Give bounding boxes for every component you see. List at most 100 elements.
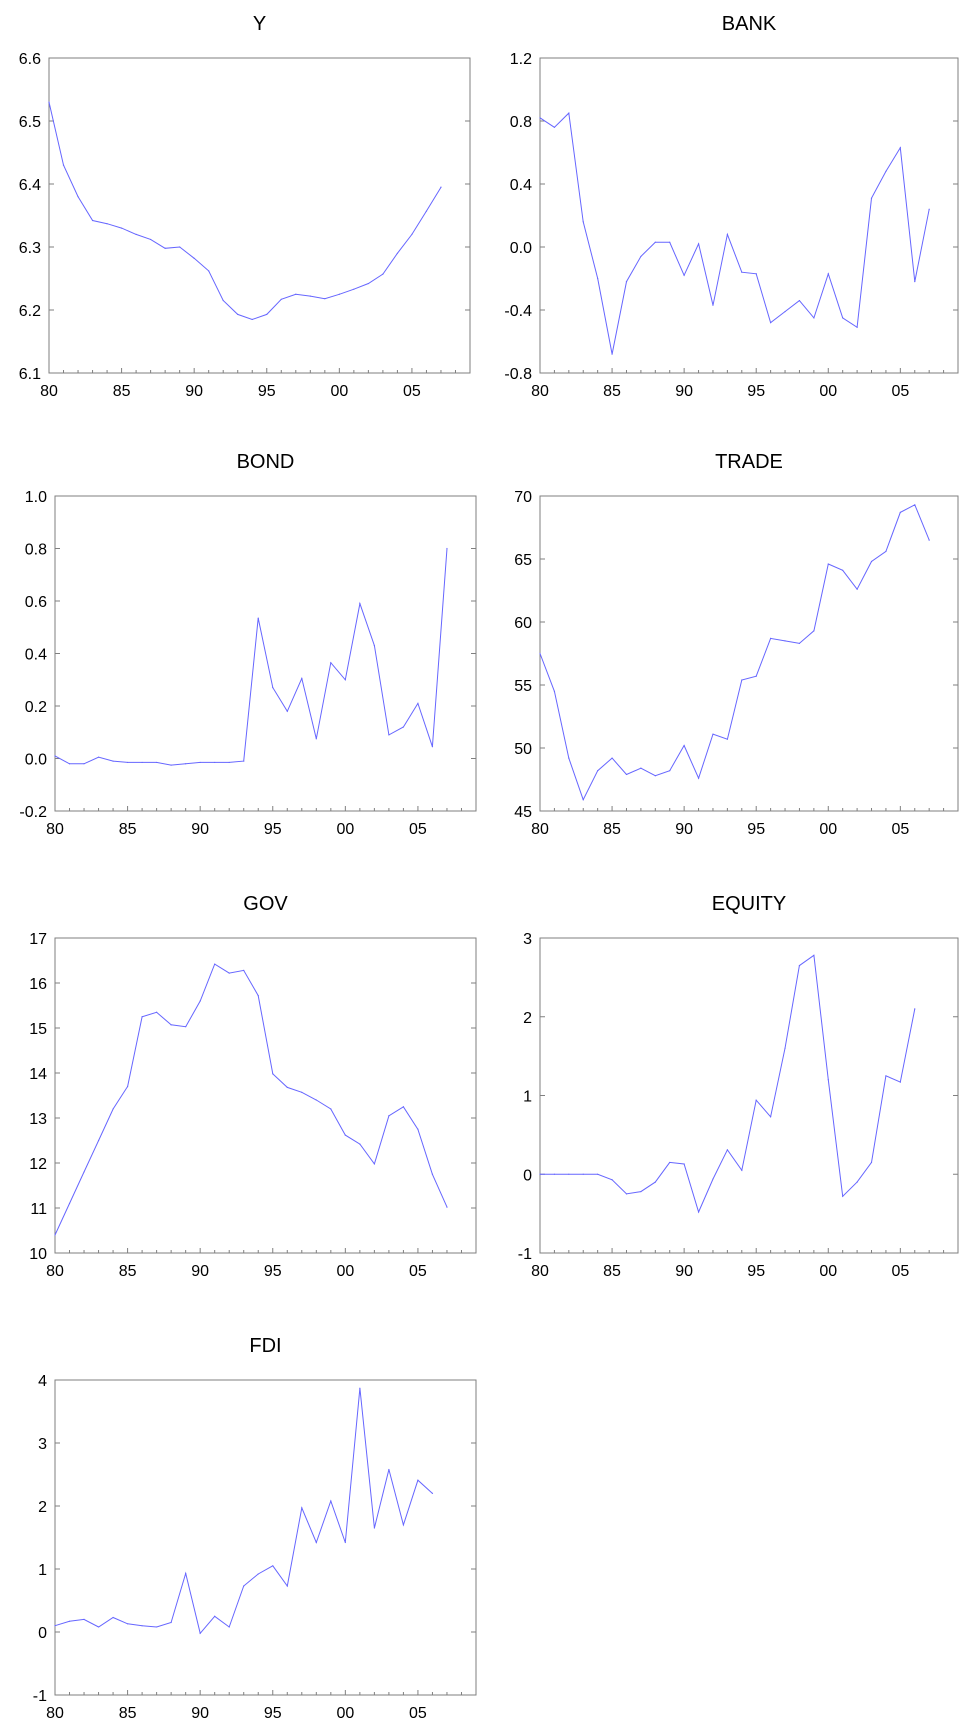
data-point — [112, 760, 114, 762]
plot-frame — [48, 57, 471, 374]
chart-panel-bond: BOND -0.2 0.0 0.2 0.4 0.6 0.8 1.0 80 85 90 95 00 05 — [19, 451, 477, 838]
data-point — [367, 282, 369, 285]
data-point — [417, 702, 419, 704]
x-tick-label: 80 — [46, 1705, 64, 1722]
series-line-equity — [540, 954, 916, 1214]
y-tick-label: 1 — [38, 1562, 47, 1579]
data-point — [411, 233, 413, 235]
x-tick-label: 95 — [264, 821, 282, 838]
data-point — [856, 326, 858, 328]
data-point — [611, 353, 613, 355]
y-tick-label: 6.3 — [19, 240, 41, 257]
data-point — [126, 1623, 129, 1625]
data-point — [135, 233, 137, 235]
data-point — [222, 299, 224, 302]
y-tick-label: 60 — [514, 615, 532, 632]
x-tick-label: 90 — [675, 821, 693, 838]
data-point — [741, 679, 743, 681]
y-tick-label: 50 — [514, 741, 532, 758]
chart-panel-gov: GOV 10 11 12 13 14 15 16 17 80 85 90 95 00 05 — [29, 893, 477, 1280]
series-line-gov — [54, 963, 448, 1236]
data-point — [582, 221, 584, 223]
y-tick-label: 14 — [29, 1066, 47, 1083]
data-point — [301, 677, 303, 680]
x-tick-label: 95 — [747, 821, 765, 838]
chart-panel-fdi: FDI -1 0 1 2 3 4 80 85 90 95 00 05 — [33, 1335, 477, 1722]
data-point — [914, 504, 916, 506]
data-point — [164, 247, 166, 249]
data-point — [568, 1173, 570, 1175]
y-tick-label: 0 — [523, 1167, 532, 1184]
chart-panel-bank: BANK -0.8 -0.4 0.0 0.4 0.8 1.2 80 85 90 95 00 05 — [504, 13, 959, 400]
data-point — [446, 1206, 448, 1208]
chart-panel-trade: TRADE 45 50 55 60 65 70 80 85 90 95 00 05 — [514, 451, 959, 838]
data-point — [257, 995, 259, 997]
data-point — [870, 1161, 873, 1164]
data-point — [914, 1008, 916, 1010]
data-point — [446, 547, 448, 550]
data-point — [755, 1099, 757, 1101]
data-point — [77, 196, 79, 198]
y-tick-label: 12 — [29, 1156, 47, 1173]
data-point — [126, 1085, 129, 1088]
y-tick-label: 6.6 — [19, 51, 41, 68]
data-point — [112, 1616, 114, 1619]
data-point — [382, 273, 384, 275]
data-point — [697, 243, 700, 245]
x-tick-label: 85 — [603, 821, 621, 838]
chart-title: Y — [253, 13, 266, 35]
data-point — [257, 617, 259, 619]
x-tick-label: 95 — [264, 1705, 282, 1722]
x-tick-label: 05 — [891, 821, 909, 838]
data-point — [359, 603, 361, 605]
data-point — [344, 1541, 346, 1544]
data-point — [539, 117, 541, 119]
x-tick-label: 00 — [336, 821, 354, 838]
x-tick-label: 05 — [409, 1705, 427, 1722]
data-point — [199, 1632, 201, 1634]
data-point — [798, 964, 801, 967]
x-tick-label: 85 — [603, 1263, 621, 1280]
data-point — [54, 1234, 56, 1236]
chart-panel-equity: EQUITY -1 0 1 2 3 80 85 90 95 00 05 — [518, 893, 959, 1280]
data-point — [770, 637, 772, 639]
x-tick-label: 90 — [185, 383, 203, 400]
data-point — [97, 1139, 100, 1142]
data-point — [640, 767, 642, 769]
data-point — [697, 1211, 700, 1213]
y-tick-label: 11 — [30, 1201, 47, 1218]
data-point — [185, 763, 187, 765]
y-tick-label: -1 — [33, 1688, 47, 1705]
data-point — [856, 588, 858, 590]
x-tick-label: 95 — [747, 1263, 765, 1280]
data-point — [553, 1173, 556, 1175]
data-point — [330, 662, 332, 664]
data-point — [553, 690, 556, 692]
data-point — [272, 687, 274, 689]
x-tick-label: 90 — [191, 821, 209, 838]
y-tick-label: 65 — [514, 552, 532, 569]
data-point — [68, 763, 71, 765]
data-point — [141, 1625, 143, 1627]
data-point — [83, 1618, 85, 1620]
data-point — [870, 560, 873, 563]
data-point — [553, 126, 556, 128]
series-line-trade — [539, 504, 930, 801]
y-tick-label: 1.0 — [25, 489, 47, 506]
data-point — [726, 233, 728, 235]
data-point — [425, 210, 428, 212]
x-tick-label: 85 — [113, 383, 131, 400]
data-point — [885, 550, 887, 553]
y-tick-label: 0.0 — [25, 752, 47, 769]
x-tick-label: 05 — [891, 1263, 909, 1280]
data-point — [344, 1134, 346, 1136]
y-tick-label: 2 — [523, 1010, 532, 1027]
data-point — [842, 1195, 844, 1197]
data-point — [755, 273, 757, 275]
data-point — [150, 238, 152, 241]
data-point — [440, 186, 442, 188]
y-tick-label: 10 — [29, 1246, 47, 1263]
x-tick-label: 90 — [191, 1705, 209, 1722]
data-point — [353, 288, 355, 290]
data-point — [431, 1173, 434, 1175]
